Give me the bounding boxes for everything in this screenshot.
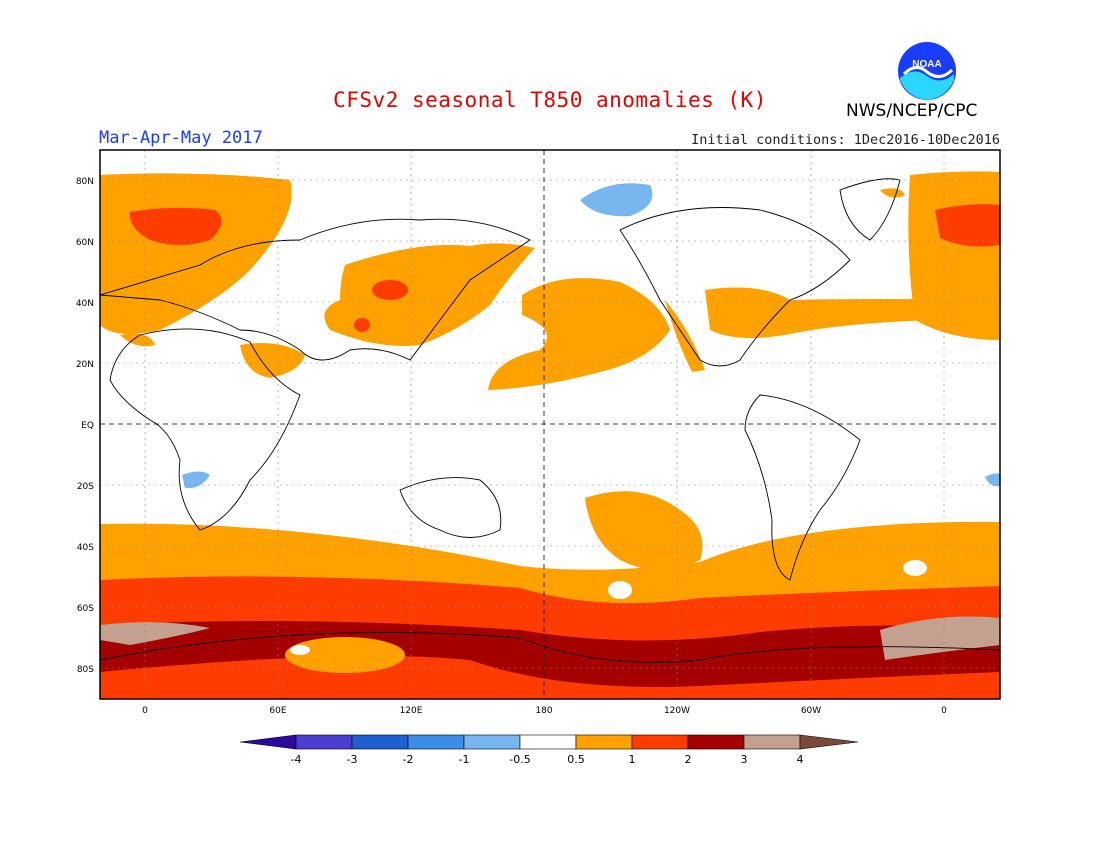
warm-band-antarctic-darkred xyxy=(100,621,1000,687)
colorbar-swatch xyxy=(407,734,465,750)
outline-greenland xyxy=(839,178,901,241)
outline-antarctica xyxy=(100,631,1000,663)
season-label: Mar-Apr-May 2017 xyxy=(99,128,263,148)
lon-label: 0 xyxy=(941,706,947,716)
outline-australia xyxy=(399,477,502,538)
colorbar-lower-arrow xyxy=(239,734,297,750)
colorbar-label: -3 xyxy=(347,753,358,766)
svg-text:NOAA: NOAA xyxy=(912,59,941,70)
lat-label: 60S xyxy=(77,604,94,614)
lat-label: 20S xyxy=(77,482,94,492)
outline-africa xyxy=(109,328,301,531)
outline-north-america xyxy=(619,207,851,367)
lat-label: 20N xyxy=(76,360,94,370)
warm-area-north-pacific xyxy=(488,278,670,390)
map-title: CFSv2 seasonal T850 anomalies (K) xyxy=(333,88,767,112)
hot-patch-south-america-sector xyxy=(880,616,1000,660)
colorbar-swatch xyxy=(743,734,801,750)
initial-conditions-label: Initial conditions: 1Dec2016-10Dec2016 xyxy=(691,132,1000,148)
lon-label: 180 xyxy=(535,706,552,716)
colorbar-swatch xyxy=(351,734,409,750)
colorbar-swatch xyxy=(687,734,745,750)
colorbar-label: 0.5 xyxy=(567,753,585,766)
cool-area-arctic xyxy=(580,183,653,217)
warm-area-central-asia xyxy=(324,243,535,346)
lat-label: 40S xyxy=(77,543,94,553)
colorbar-label: 3 xyxy=(741,753,748,766)
lat-label: 80S xyxy=(77,665,94,675)
cool-area-southern-africa xyxy=(182,471,210,489)
lon-label: 60W xyxy=(801,706,821,716)
lat-label: 60N xyxy=(76,238,94,248)
lon-label: 120E xyxy=(400,706,423,716)
colorbar-swatch xyxy=(295,734,353,750)
warm-area-california-coast xyxy=(665,300,705,372)
colorbar-label: 4 xyxy=(797,753,804,766)
lon-label: 0 xyxy=(142,706,148,716)
organization-label: NWS/NCEP/CPC xyxy=(846,101,978,121)
warm-area-europe-east xyxy=(908,171,1000,340)
lat-label: 80N xyxy=(76,177,94,187)
hot-patch-atlantic-sector xyxy=(100,622,210,645)
map-frame xyxy=(99,149,1001,700)
colorbar-label: 1 xyxy=(629,753,636,766)
colorbar-label: -0.5 xyxy=(509,753,530,766)
lon-label: 60E xyxy=(269,706,286,716)
colorbar-swatch xyxy=(519,734,577,750)
warm-core-scandinavia-east xyxy=(935,204,1000,247)
warm-area-arabia xyxy=(240,342,305,378)
lat-label: 40N xyxy=(76,299,94,309)
outline-eurasia xyxy=(100,218,531,361)
warm-patch-antarctica xyxy=(285,637,405,673)
colorbar-swatch xyxy=(631,734,689,750)
lat-label: EQ xyxy=(81,421,94,431)
colorbar-swatch xyxy=(463,734,521,750)
equator-dateline xyxy=(100,150,1000,699)
warm-core-scandinavia xyxy=(129,207,222,245)
colorbar-label: 2 xyxy=(685,753,692,766)
colorbar-label: -4 xyxy=(291,753,302,766)
colorbar-label: -1 xyxy=(459,753,470,766)
warm-area-south-pacific xyxy=(585,491,703,570)
colorbar-label: -2 xyxy=(403,753,414,766)
colorbar-upper-arrow xyxy=(799,734,859,750)
lon-label: 120W xyxy=(664,706,690,716)
noaa-logo-icon: NOAA xyxy=(898,42,956,100)
colorbar-legend: -4 -3 -2 -1 -0.5 0.5 1 2 3 4 xyxy=(239,734,859,766)
colorbar-swatch xyxy=(575,734,633,750)
grid-lines xyxy=(100,150,1000,699)
outline-south-america xyxy=(744,394,861,581)
